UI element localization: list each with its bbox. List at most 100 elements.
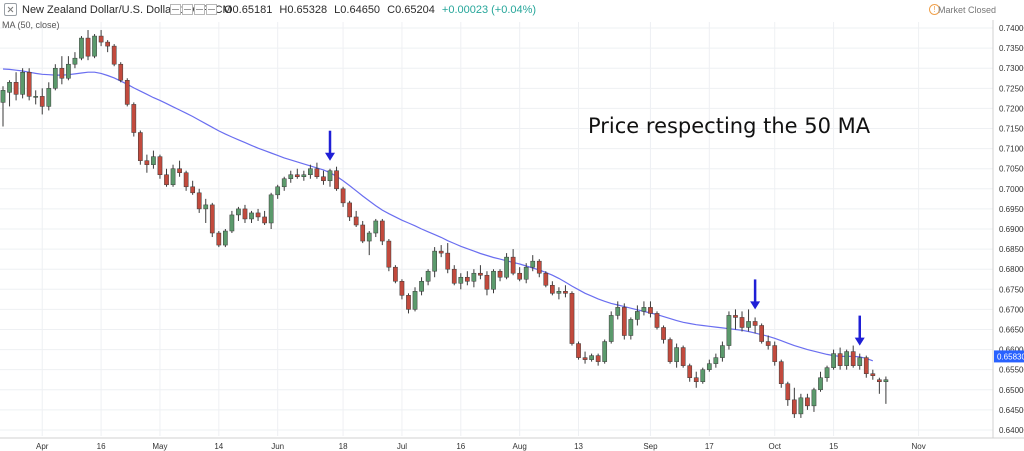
candle-body — [419, 281, 424, 292]
time-tick-label: 18 — [339, 442, 348, 451]
candle-body — [196, 192, 202, 210]
candle — [360, 220, 366, 244]
candle — [26, 68, 32, 101]
settings-icon[interactable] — [182, 4, 193, 15]
candle-body — [523, 266, 529, 280]
candle-body — [739, 317, 745, 328]
more-icon[interactable] — [206, 4, 217, 15]
candle — [746, 309, 751, 332]
candle-body — [26, 71, 32, 97]
candle — [739, 311, 745, 332]
candle-body — [294, 174, 300, 177]
candle — [471, 269, 477, 288]
candle-body — [510, 256, 516, 274]
candle — [608, 311, 614, 344]
candle-body — [438, 250, 444, 254]
candle — [92, 34, 97, 59]
candle — [183, 170, 189, 191]
candle-body — [79, 37, 84, 59]
candle — [13, 72, 19, 101]
candle-body — [111, 45, 117, 65]
candle — [255, 208, 261, 221]
candle-body — [504, 256, 509, 278]
candle — [59, 56, 65, 85]
candle-body — [615, 307, 621, 316]
candle-body — [275, 186, 281, 196]
candle-body — [406, 295, 411, 310]
candle-body — [471, 272, 477, 282]
arrow-head — [325, 152, 335, 161]
candle — [857, 353, 863, 370]
price-tick-label: 0.64000 — [999, 426, 1024, 435]
candle — [144, 154, 150, 173]
ma-indicator-label[interactable]: MA (50, close) — [2, 20, 60, 30]
candle-body — [582, 357, 588, 360]
hide-icon[interactable] — [170, 4, 181, 15]
candle-body — [85, 37, 91, 57]
candle-body — [20, 71, 25, 95]
close-value: C0.65204 — [387, 4, 435, 16]
time-tick-label: Jun — [271, 442, 284, 451]
candle — [602, 339, 608, 364]
candle-body — [183, 172, 189, 188]
candle — [118, 62, 124, 83]
candle — [497, 269, 503, 282]
candle-body — [432, 250, 437, 272]
candle — [373, 218, 379, 238]
candle-body — [39, 96, 45, 107]
candle — [863, 355, 869, 378]
candle-body — [124, 80, 130, 105]
candle — [105, 40, 110, 53]
candle-body — [674, 347, 679, 362]
candle-body — [778, 361, 784, 384]
candle-body — [831, 353, 836, 368]
time-tick-label: Apr — [36, 442, 49, 451]
arrow-head — [750, 301, 761, 310]
time-tick-label: May — [152, 442, 167, 451]
candle-body — [46, 88, 52, 107]
high-value: H0.65328 — [279, 4, 328, 16]
candle — [0, 86, 6, 127]
candle-body — [399, 281, 405, 296]
candle-body — [791, 399, 797, 415]
down-arrow-icon — [325, 130, 335, 161]
time-tick-label: 16 — [97, 442, 106, 451]
candle — [281, 176, 287, 191]
candle-body — [334, 170, 339, 190]
candle — [347, 200, 352, 221]
collapse-icon[interactable] — [4, 3, 17, 16]
candle — [366, 231, 372, 256]
candle — [137, 130, 143, 165]
candle-body — [170, 168, 176, 186]
candle — [334, 166, 339, 191]
candle-body — [347, 202, 352, 218]
candle-body — [451, 268, 457, 284]
candle — [772, 341, 778, 366]
candle-body — [366, 232, 372, 242]
price-tag-label: 0.65830 — [997, 352, 1024, 361]
candle — [7, 80, 12, 107]
close-icon[interactable] — [194, 4, 205, 15]
candle-body — [373, 220, 379, 234]
candle — [33, 90, 39, 105]
candle — [308, 164, 313, 179]
candle — [883, 376, 889, 404]
candle-body — [536, 260, 542, 274]
candle — [275, 184, 281, 199]
candle — [294, 168, 300, 179]
time-tick-label: 17 — [705, 442, 714, 451]
candle — [164, 168, 169, 187]
candle-body — [249, 212, 254, 220]
candle-body — [72, 57, 78, 65]
candle — [661, 325, 666, 344]
candle-body — [602, 341, 608, 362]
candle — [301, 170, 307, 181]
candle — [752, 317, 758, 334]
candle-body — [589, 355, 594, 360]
